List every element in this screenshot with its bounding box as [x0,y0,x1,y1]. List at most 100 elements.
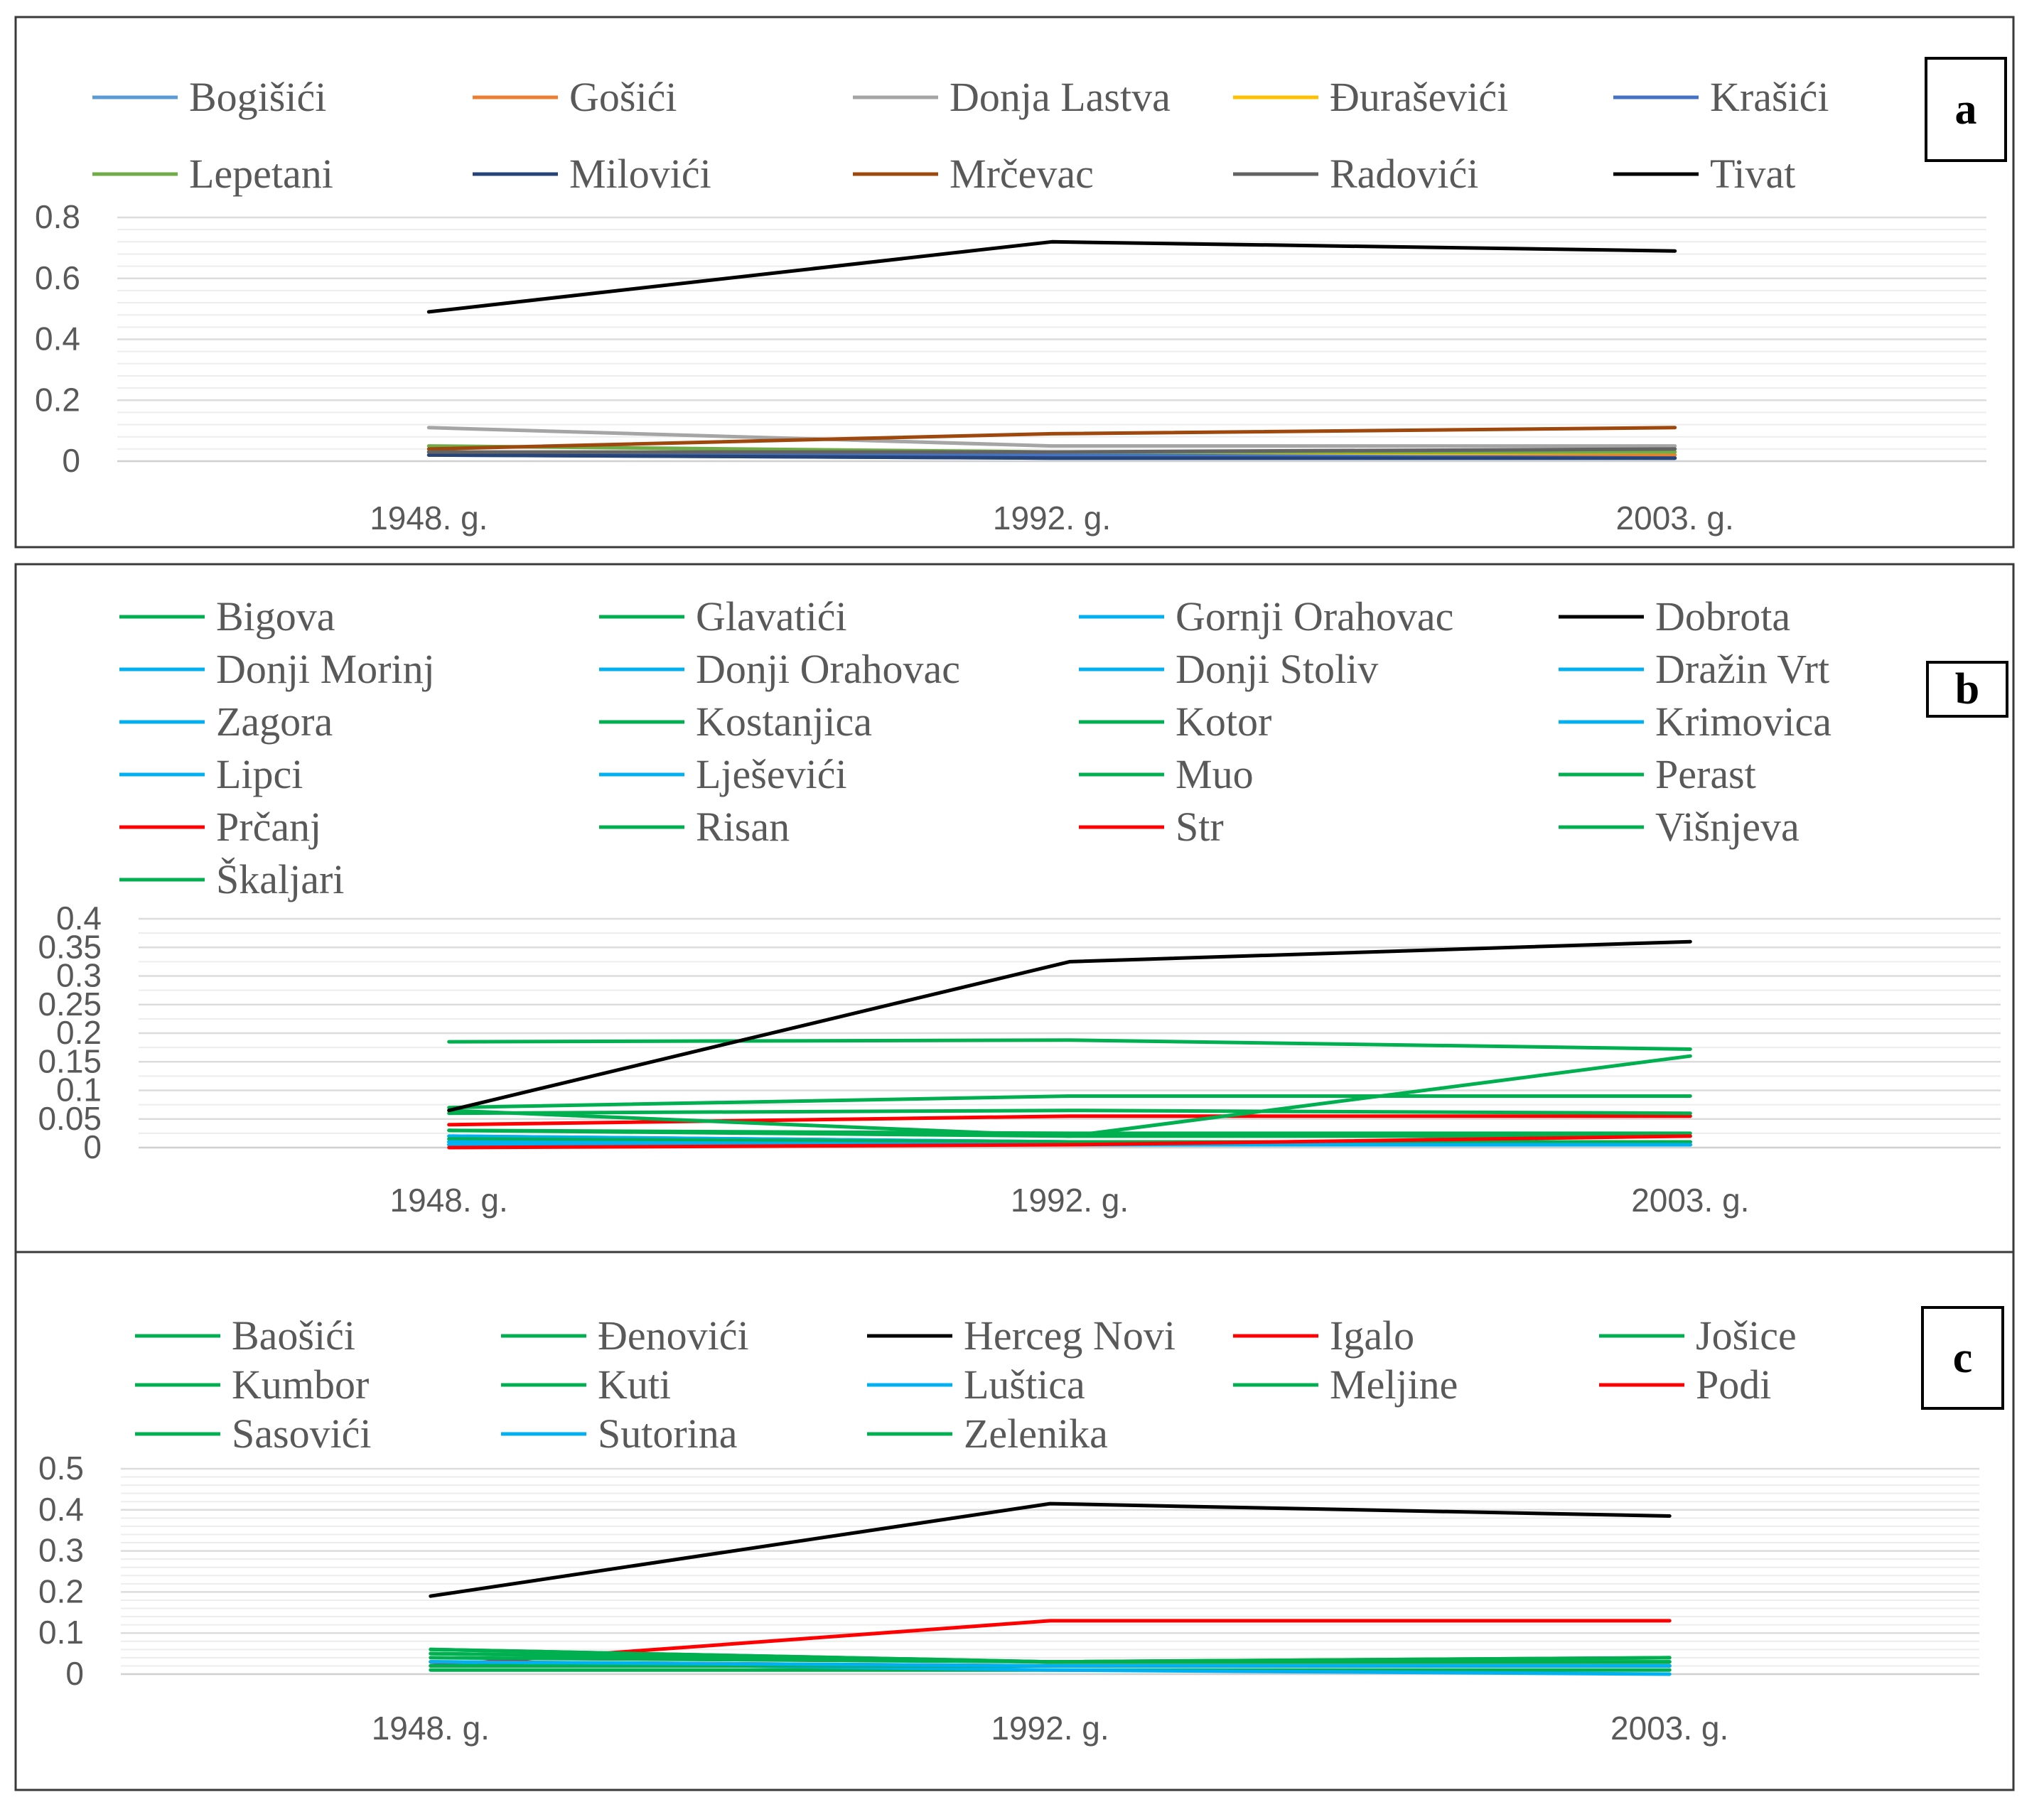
legend-item: Igalo [1233,1312,1414,1359]
legend-label: Donji Orahovac [696,646,960,692]
y-tick-label: 0.2 [35,381,80,418]
legend: Bogišići Gošići Donja Lastva Đuraševići Kraš… [92,74,1829,197]
legend-item: Zelenika [867,1410,1108,1457]
legend-label: Mrčevac [950,151,1094,197]
y-tick-label: 0.1 [56,1072,102,1109]
legend-label: Krašići [1710,74,1829,120]
legend-label: Lipci [216,751,303,797]
legend-label: Dobrota [1655,593,1790,640]
y-tick-label: 0 [62,442,80,479]
legend-label: Milovići [569,151,711,197]
legend-label: Bigova [216,593,335,640]
legend-item: Kumbor [135,1361,369,1408]
legend-item: Gošići [473,74,677,120]
legend-label: Krimovica [1655,698,1831,745]
x-tick-label: 2003. g. [1631,1182,1749,1219]
panel-label: b [1955,665,1979,713]
legend-label: Kotor [1176,698,1271,745]
legend-label: Herceg Novi [964,1312,1176,1359]
legend: Bigova Glavatići Gornji Orahovac Dobrota Don… [119,593,1831,902]
legend-item: Donji Orahovac [599,646,960,692]
legend-label: Risan [696,804,790,850]
legend-item: Dobrota [1559,593,1790,640]
panel-border [14,1251,2015,1791]
legend-label: Sutorina [598,1410,738,1457]
legend-item: Meljine [1233,1361,1458,1408]
legend-item: Škaljari [119,856,344,902]
legend-label: Višnjeva [1655,804,1800,850]
gridlines [117,216,1986,463]
legend-label: Donja Lastva [950,74,1171,120]
legend-label: Tivat [1710,151,1795,197]
y-tick-label: 0.1 [38,1614,84,1651]
legend-item: Kuti [501,1361,671,1408]
legend-item: Lepetani [92,151,333,197]
y-tick-label: 0.4 [38,1491,84,1528]
y-tick-label: 0.6 [35,259,80,296]
legend-item: Glavatići [599,593,847,640]
series-line-Kostanjica [447,1137,1692,1144]
series-line-Radovići [426,447,1677,454]
series-line-Škaljari [447,1109,1692,1116]
chart-panel-b: b Bigova Glavatići Gornji Orahovac Dobrota Do… [14,563,2015,1253]
x-tick-label: 1948. g. [372,1710,490,1747]
x-tick-label: 1948. g. [390,1182,508,1219]
legend-label: Škaljari [216,856,344,902]
legend-label: Kostanjica [696,698,872,745]
legend-item: Prčanj [119,804,321,850]
panel-label-box [1926,661,2008,718]
legend-item: Milovići [473,151,711,197]
legend-item: Sasovići [135,1410,372,1457]
y-tick-label: 0.2 [38,1573,84,1609]
legend-label: Kumbor [232,1361,369,1408]
legend-label: Podi [1696,1361,1771,1408]
legend-label: Donji Stoliv [1176,646,1378,692]
series-line-Kotor [447,1038,1692,1051]
series-line-Dobrota [447,939,1692,1113]
series-line-Herceg Novi [429,1501,1672,1598]
chart-panel-a: a Bogišići Gošići Donja Lastva Đuraševići Kra… [14,16,2015,549]
legend-item: Bigova [119,593,335,640]
legend-item: Sutorina [501,1410,738,1457]
legend-item: Kotor [1079,698,1271,745]
series-line-Mrčevac [426,426,1677,451]
gridlines [121,1467,1979,1676]
legend-item: Dražin Vrt [1559,646,1829,692]
y-tick-label: 0.15 [38,1042,102,1079]
legend-label: Baošići [232,1312,355,1359]
y-tick-label: 0.35 [38,928,102,965]
legend-label: Zagora [216,698,333,745]
legend-item: Kostanjica [599,698,872,745]
y-tick-label: 0.25 [38,986,102,1023]
x-tick-label: 1992. g. [991,1710,1109,1747]
series-line-Igalo [429,1619,1672,1668]
legend-item: Muo [1079,751,1254,797]
legend-label: Muo [1176,751,1254,797]
series-line-Zelenika [429,1647,1672,1664]
legend-label: Perast [1655,751,1756,797]
legend-item: Mrčevac [853,151,1094,197]
x-tick-label: 1992. g. [993,500,1111,536]
legend-label: Glavatići [696,593,847,640]
y-tick-label: 0.3 [56,957,102,994]
legend-item: Zagora [119,698,333,745]
series-line-Sutorina [429,1660,1672,1668]
x-tick-label: 2003. g. [1616,500,1734,536]
legend-item: Krašići [1613,74,1829,120]
legend-label: Luštica [964,1361,1085,1408]
legend-label: Meljine [1330,1361,1458,1408]
legend-item: Luštica [867,1361,1085,1408]
legend-label: Gošići [569,74,677,120]
legend-item: Krimovica [1559,698,1831,745]
series-lines [429,1501,1672,1676]
series-line-Str [447,1134,1692,1150]
legend-item: Baošići [135,1312,355,1359]
legend-item: Podi [1599,1361,1771,1408]
legend-label: Jošice [1696,1312,1797,1359]
y-tick-label: 0.2 [56,1014,102,1051]
legend-item: Donji Morinj [119,646,435,692]
x-tick-label: 1948. g. [370,500,488,536]
y-tick-label: 0.8 [35,198,80,235]
series-line-Donja Lastva [426,426,1677,448]
